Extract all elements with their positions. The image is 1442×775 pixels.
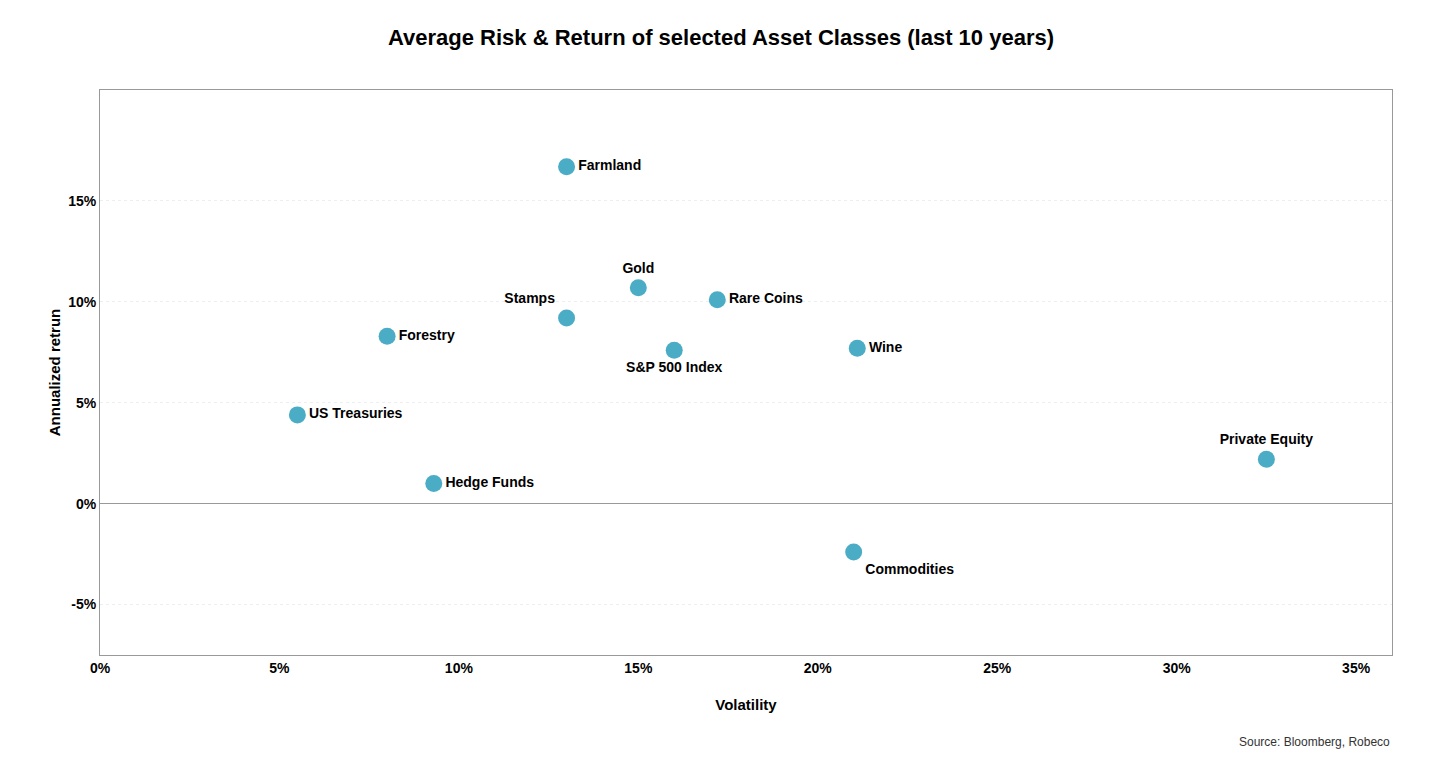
svg-text:5%: 5% xyxy=(269,660,290,676)
svg-text:Average Risk & Return of selec: Average Risk & Return of selected Asset … xyxy=(388,25,1054,50)
svg-text:Commodities: Commodities xyxy=(865,561,954,577)
svg-text:S&P 500 Index: S&P 500 Index xyxy=(626,359,722,375)
svg-text:Annualized retrun: Annualized retrun xyxy=(46,309,63,437)
svg-text:10%: 10% xyxy=(68,294,97,310)
svg-text:Hedge Funds: Hedge Funds xyxy=(445,474,534,490)
svg-text:Stamps: Stamps xyxy=(504,290,555,306)
svg-text:Private Equity: Private Equity xyxy=(1220,431,1314,447)
svg-text:Rare Coins: Rare Coins xyxy=(729,290,803,306)
svg-text:10%: 10% xyxy=(445,660,474,676)
svg-text:Gold: Gold xyxy=(622,260,654,276)
svg-text:Wine: Wine xyxy=(869,339,903,355)
svg-text:-5%: -5% xyxy=(71,596,96,612)
svg-text:Source: Bloomberg, Robeco: Source: Bloomberg, Robeco xyxy=(1239,735,1390,749)
svg-text:5%: 5% xyxy=(76,395,97,411)
svg-text:35%: 35% xyxy=(1342,660,1371,676)
svg-text:Farmland: Farmland xyxy=(578,157,641,173)
svg-text:0%: 0% xyxy=(90,660,111,676)
svg-text:15%: 15% xyxy=(624,660,653,676)
svg-text:15%: 15% xyxy=(68,193,97,209)
svg-text:30%: 30% xyxy=(1163,660,1192,676)
svg-text:25%: 25% xyxy=(983,660,1012,676)
svg-text:US Treasuries: US Treasuries xyxy=(309,405,403,421)
svg-text:Forestry: Forestry xyxy=(399,327,455,343)
svg-text:Volatility: Volatility xyxy=(715,696,777,713)
svg-text:20%: 20% xyxy=(804,660,833,676)
svg-text:0%: 0% xyxy=(76,496,97,512)
